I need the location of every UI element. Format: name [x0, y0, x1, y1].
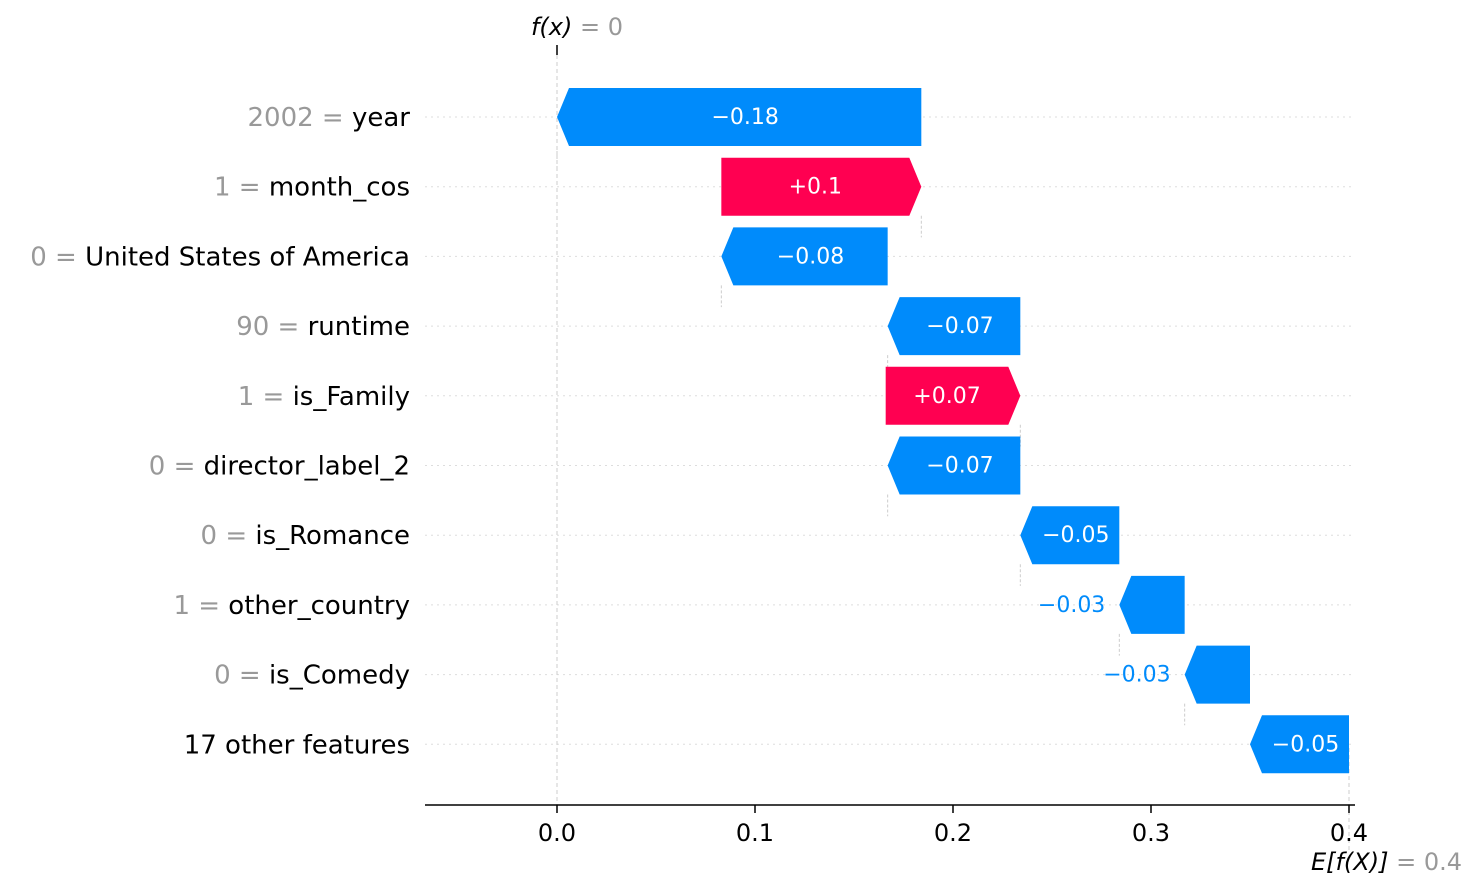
- x-axis: 0.0 0.1 0.2 0.3 0.4: [425, 804, 1368, 847]
- bar-director_label_2: [887, 436, 1021, 495]
- contribution-bars: −0.18 +0.1 −0.08 −0.07 +0.07 −0.07 −0.05 −0.03 −…: [557, 88, 1349, 774]
- feature-label: 2002 = year: [248, 103, 411, 133]
- feature-value: 1 =: [214, 173, 269, 203]
- feature-name: director_label_2: [204, 452, 410, 482]
- bar-is_comedy: [1184, 645, 1250, 704]
- bar-value-label: −0.07: [926, 454, 993, 479]
- feature-value: 2002 =: [248, 103, 352, 133]
- bar-17-other-features: [1250, 715, 1349, 774]
- feature-label: 90 = runtime: [236, 312, 410, 342]
- feature-name: United States of America: [85, 242, 410, 272]
- efx-label: E[f(X)] = 0.4: [1311, 848, 1462, 876]
- feature-label: 1 = other_country: [173, 591, 410, 621]
- x-tick-label: 0.0: [538, 819, 576, 847]
- feature-value: 0 =: [30, 242, 85, 272]
- bar-value-label: −0.18: [711, 105, 778, 130]
- fx-label: f(x) = 0: [531, 13, 623, 41]
- feature-label: 1 = is_Family: [238, 382, 410, 412]
- bar-value-label: −0.05: [1272, 732, 1339, 757]
- bar-other_country: [1119, 575, 1185, 634]
- row-gridlines: [425, 116, 1355, 745]
- bar-runtime: [887, 297, 1021, 356]
- bar-value-label: +0.1: [789, 175, 842, 200]
- bar-united-states-of-america: [721, 227, 888, 286]
- bar-value-label: −0.08: [777, 244, 844, 269]
- bar-year: [557, 88, 922, 146]
- x-tick-label: 0.4: [1330, 819, 1368, 847]
- x-tick-label: 0.1: [736, 819, 774, 847]
- bar-is_romance: [1020, 506, 1120, 565]
- x-tick-label: 0.3: [1132, 819, 1170, 847]
- fx-symbol: f(x): [531, 13, 580, 41]
- efx-text: E[f(X)] = 0.4: [1311, 848, 1462, 876]
- fx-value: = 0: [580, 13, 623, 41]
- feature-label: 1 = month_cos: [214, 173, 410, 203]
- bar-value-label: −0.03: [1038, 593, 1105, 618]
- feature-value: 90 =: [236, 312, 307, 342]
- feature-name: year: [352, 103, 410, 133]
- feature-value: 0 =: [149, 452, 204, 482]
- feature-name: runtime: [308, 312, 410, 342]
- feature-label: 0 = United States of America: [30, 242, 410, 272]
- feature-name: 17 other features: [184, 730, 410, 760]
- feature-name: other_country: [228, 591, 410, 621]
- bar-value-label: −0.07: [926, 314, 993, 339]
- feature-value: 0 =: [201, 521, 256, 551]
- feature-label: 0 = is_Romance: [201, 521, 410, 551]
- bar-value-label: −0.03: [1103, 663, 1170, 688]
- feature-name: is_Romance: [255, 521, 410, 551]
- feature-name: is_Comedy: [269, 661, 410, 691]
- x-tick-label: 0.2: [934, 819, 972, 847]
- feature-name: month_cos: [269, 173, 410, 203]
- feature-name: is_Family: [293, 382, 410, 412]
- bar-value-label: −0.05: [1042, 523, 1109, 548]
- bar-value-label: +0.07: [913, 384, 980, 409]
- bar-month_cos: [721, 157, 922, 216]
- feature-label: 0 = is_Comedy: [214, 661, 410, 691]
- feature-value: 0 =: [214, 661, 269, 691]
- feature-label: 17 other features: [184, 730, 410, 760]
- fx-text: f(x) = 0: [531, 13, 623, 41]
- feature-value: 1 =: [238, 382, 293, 412]
- feature-labels: 2002 = year 1 = month_cos 0 = United State…: [30, 103, 410, 760]
- efx-symbol: E[f(X)]: [1311, 848, 1396, 876]
- efx-value: = 0.4: [1396, 848, 1462, 876]
- feature-label: 0 = director_label_2: [149, 452, 410, 482]
- feature-value: 1 =: [173, 591, 228, 621]
- bar-is_family: [885, 366, 1021, 425]
